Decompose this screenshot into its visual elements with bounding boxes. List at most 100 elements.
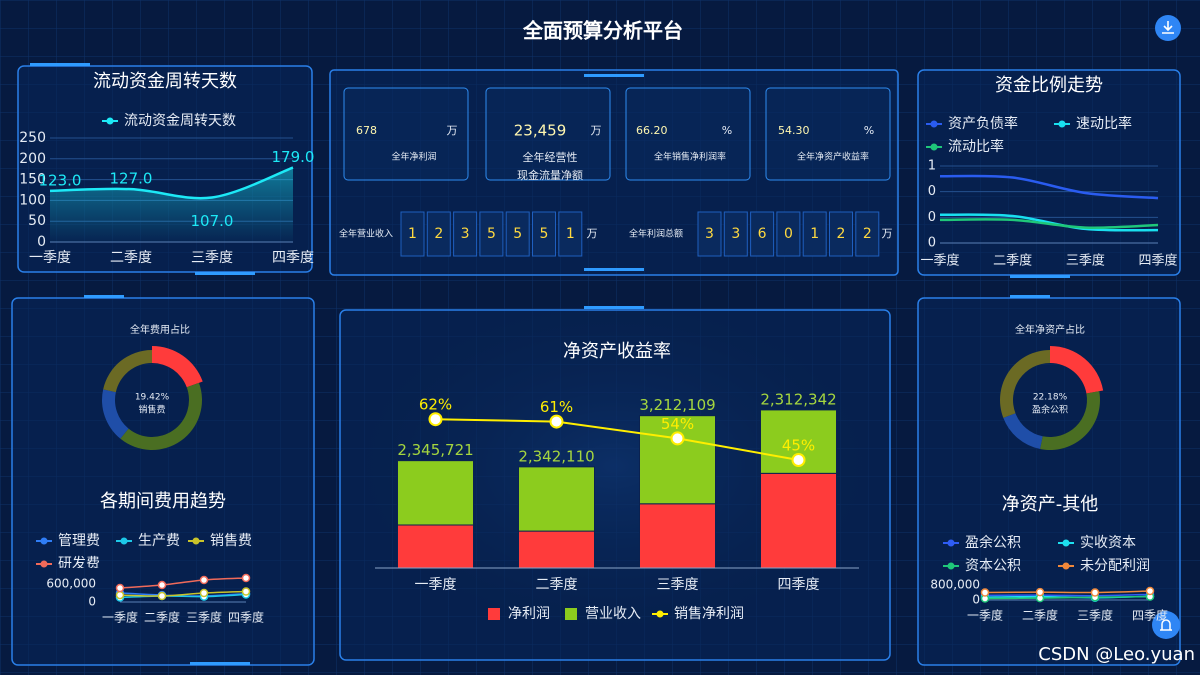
kpi-unit: % bbox=[722, 124, 732, 137]
legend-label: 管理费 bbox=[58, 533, 100, 549]
legend-label: 研发费 bbox=[58, 556, 100, 572]
x-tick-label: 二季度 bbox=[1022, 608, 1058, 623]
digit-box bbox=[479, 211, 504, 257]
kpi-value: 678 bbox=[356, 124, 377, 137]
x-tick-label: 二季度 bbox=[536, 577, 578, 593]
data-label: 61% bbox=[540, 398, 573, 416]
digit: 1 bbox=[408, 226, 417, 242]
x-tick-label: 四季度 bbox=[1138, 253, 1177, 269]
x-tick-label: 一季度 bbox=[29, 250, 71, 266]
point bbox=[115, 583, 125, 593]
digit: 2 bbox=[837, 226, 846, 242]
digit-box bbox=[426, 211, 451, 257]
digit-box bbox=[855, 211, 880, 257]
digit-box bbox=[453, 211, 478, 257]
pie-slice bbox=[1050, 346, 1104, 394]
data-label: 127.0 bbox=[110, 170, 153, 188]
line bbox=[119, 590, 247, 597]
legend-label: 生产费 bbox=[138, 533, 180, 549]
legend-swatch bbox=[656, 610, 664, 618]
point bbox=[549, 414, 564, 429]
line bbox=[984, 590, 1151, 594]
bar bbox=[518, 466, 595, 532]
pie-slice bbox=[102, 389, 129, 439]
point bbox=[157, 580, 167, 590]
x-tick-label: 三季度 bbox=[1066, 253, 1105, 269]
pie-slice bbox=[999, 350, 1050, 418]
point bbox=[199, 575, 209, 585]
x-tick-label: 二季度 bbox=[144, 610, 180, 625]
legend-label: 净利润 bbox=[508, 606, 550, 622]
kpi-unit: 万 bbox=[591, 124, 602, 137]
digit: 2 bbox=[434, 226, 443, 242]
data-label: 2,345,721 bbox=[397, 441, 473, 459]
counter-label: 全年营业收入 bbox=[339, 228, 393, 240]
digit-box bbox=[776, 211, 801, 257]
data-label: 62% bbox=[419, 396, 452, 414]
legend-label: 销售净利润 bbox=[674, 606, 744, 622]
chart-title: 净资产收益率 bbox=[563, 341, 671, 362]
legend-swatch bbox=[40, 537, 48, 545]
x-tick-label: 一季度 bbox=[415, 577, 457, 593]
digit: 0 bbox=[784, 226, 793, 242]
line bbox=[939, 213, 1159, 232]
y-tick-label: 50 bbox=[28, 213, 46, 229]
y-tick-label: 150 bbox=[19, 172, 46, 188]
kpi-unit: 万 bbox=[447, 124, 458, 137]
point bbox=[115, 590, 125, 600]
help-button[interactable] bbox=[1152, 611, 1180, 639]
data-label: 45% bbox=[782, 437, 815, 455]
point bbox=[791, 453, 806, 467]
point bbox=[241, 587, 251, 596]
point bbox=[199, 588, 209, 598]
kpi-unit: % bbox=[864, 124, 874, 137]
y-tick-label: 250 bbox=[19, 130, 46, 146]
x-tick-label: 二季度 bbox=[110, 250, 152, 266]
point bbox=[157, 591, 167, 601]
data-label: 107.0 bbox=[191, 212, 234, 230]
x-tick-label: 三季度 bbox=[186, 610, 222, 625]
digit: 3 bbox=[731, 226, 740, 242]
data-label: 179.0 bbox=[272, 148, 315, 166]
legend-label: 速动比率 bbox=[1076, 115, 1132, 132]
legend-swatch bbox=[565, 608, 577, 620]
y-tick-label: 200 bbox=[19, 151, 46, 167]
legend-swatch bbox=[930, 143, 938, 151]
bar bbox=[760, 472, 837, 569]
kpi-label: 全年销售净利润率 bbox=[654, 151, 726, 163]
data-label: 54% bbox=[661, 415, 694, 433]
digit-box bbox=[505, 211, 530, 257]
digit-box bbox=[532, 211, 556, 257]
legend-swatch bbox=[488, 608, 500, 620]
legend-label: 未分配利润 bbox=[1080, 558, 1150, 574]
download-button[interactable] bbox=[1155, 15, 1181, 41]
legend-swatch bbox=[40, 560, 48, 568]
chart-title: 资金比例走势 bbox=[995, 75, 1103, 96]
line bbox=[984, 595, 1151, 600]
counter-unit: 万 bbox=[587, 227, 598, 240]
point bbox=[1145, 586, 1155, 596]
line bbox=[939, 218, 1159, 230]
line bbox=[49, 166, 294, 200]
digit-box bbox=[829, 211, 853, 257]
digit: 5 bbox=[513, 226, 522, 242]
line bbox=[435, 418, 799, 461]
legend-label: 流动资金周转天数 bbox=[124, 113, 236, 129]
counter-unit: 万 bbox=[882, 227, 893, 240]
y-tick-label: 100 bbox=[19, 192, 46, 208]
line bbox=[119, 577, 247, 589]
counter-label: 全年利润总额 bbox=[629, 228, 683, 240]
kpi-value: 54.30 bbox=[778, 124, 810, 137]
bar bbox=[397, 524, 474, 569]
legend-swatch bbox=[120, 537, 128, 545]
legend-swatch bbox=[930, 120, 938, 128]
y-tick-label: 600,000 bbox=[46, 577, 96, 591]
y-tick-label: 0 bbox=[928, 210, 936, 225]
center-label: 盈余公积 bbox=[1032, 404, 1068, 416]
chart-title: 净资产-其他 bbox=[1002, 494, 1099, 515]
digit: 1 bbox=[566, 226, 575, 242]
chart-title: 全年费用占比 bbox=[130, 323, 190, 336]
point bbox=[1035, 587, 1045, 597]
center-value: 22.18% bbox=[1033, 393, 1068, 403]
